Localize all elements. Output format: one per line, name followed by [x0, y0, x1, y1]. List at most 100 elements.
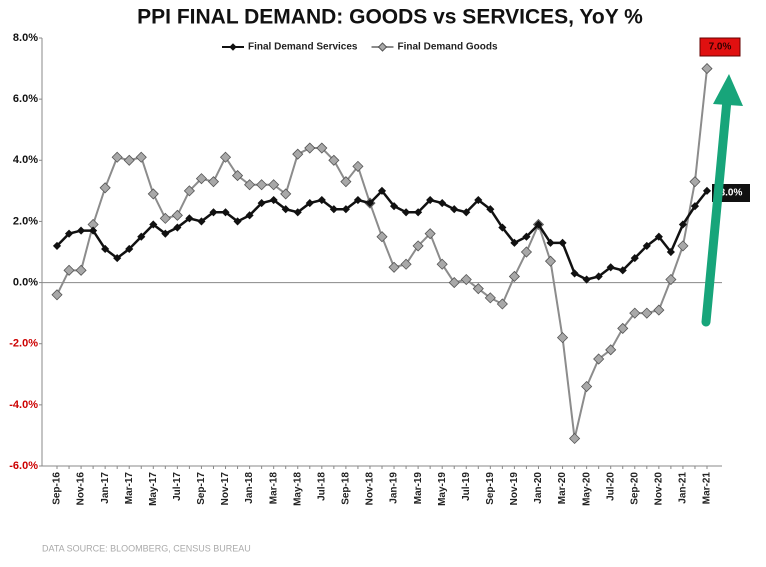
point-marker [570, 269, 579, 278]
point-marker [484, 292, 496, 304]
point-marker [281, 205, 290, 214]
x-tick-label: Mar-19 [413, 472, 424, 505]
x-tick-label: Mar-17 [124, 472, 135, 505]
point-marker [546, 238, 555, 247]
x-tick-label: May-20 [581, 472, 592, 506]
point-marker [75, 264, 87, 276]
point-marker [689, 176, 701, 188]
point-marker [353, 195, 362, 205]
trend-arrow [701, 95, 732, 327]
x-tick-label: Jul-20 [605, 472, 616, 501]
point-marker [414, 208, 423, 217]
point-marker [558, 238, 567, 247]
point-marker [51, 289, 63, 301]
point-marker [460, 273, 472, 286]
point-marker [581, 380, 593, 393]
point-marker [113, 254, 122, 263]
point-marker [448, 277, 460, 289]
series-line [56, 68, 708, 439]
point-marker [352, 160, 364, 172]
point-marker [665, 273, 677, 286]
point-marker [498, 223, 507, 232]
point-marker [389, 202, 399, 211]
point-marker [221, 208, 230, 217]
point-marker [522, 232, 531, 241]
point-marker [701, 63, 713, 75]
x-tick-label: Sep-17 [196, 472, 207, 505]
y-tick-label: 2.0% [13, 215, 38, 227]
x-tick-label: Mar-20 [557, 472, 568, 505]
point-marker [233, 217, 242, 226]
point-marker [606, 263, 615, 272]
point-marker [388, 261, 400, 273]
point-marker [377, 186, 387, 195]
y-tick-label: 6.0% [13, 93, 38, 105]
point-marker [629, 307, 641, 319]
point-marker [400, 258, 412, 270]
point-marker [617, 322, 629, 334]
x-tick-label: May-18 [292, 472, 303, 506]
point-marker [256, 179, 268, 191]
x-tick-label: Nov-17 [220, 472, 231, 506]
point-marker [63, 264, 75, 276]
point-marker [642, 241, 651, 250]
point-marker [544, 255, 557, 267]
point-marker [462, 208, 471, 217]
x-tick-label: Jan-17 [100, 472, 111, 504]
point-marker [365, 199, 375, 208]
point-marker [209, 208, 218, 217]
y-tick-label: -4.0% [9, 399, 38, 411]
point-marker [486, 205, 495, 214]
point-marker [99, 182, 111, 194]
y-tick-label: -2.0% [9, 338, 38, 350]
point-marker [195, 173, 208, 185]
point-marker [472, 283, 484, 295]
point-marker [496, 298, 508, 310]
point-marker [64, 229, 74, 238]
point-marker [450, 205, 459, 214]
point-marker [161, 229, 170, 238]
point-marker [245, 211, 254, 220]
point-marker [702, 186, 712, 195]
point-marker [135, 151, 147, 163]
x-tick-label: Nov-18 [365, 472, 376, 506]
x-tick-label: Jan-18 [244, 472, 255, 504]
point-marker [171, 209, 183, 221]
x-tick-label: Sep-19 [485, 472, 496, 505]
point-marker [556, 332, 569, 344]
point-marker [280, 188, 292, 200]
x-tick-label: Nov-19 [509, 472, 520, 506]
legend-label: Final Demand Services [248, 42, 358, 53]
point-marker [630, 254, 639, 263]
point-marker [268, 179, 280, 191]
x-tick-label: Jul-17 [172, 472, 183, 501]
y-tick-label: 4.0% [13, 154, 38, 166]
x-tick-label: Mar-21 [702, 472, 713, 505]
x-tick-label: Mar-18 [268, 472, 279, 505]
point-marker [329, 205, 338, 214]
point-marker [316, 142, 328, 154]
point-marker [244, 179, 256, 191]
point-marker [520, 246, 533, 258]
legend-marker [377, 42, 388, 52]
point-marker [231, 170, 244, 182]
legend-marker [229, 43, 237, 51]
point-marker [137, 232, 146, 241]
point-marker [654, 232, 663, 241]
point-marker [412, 240, 424, 252]
point-marker [304, 142, 316, 154]
point-marker [402, 208, 411, 217]
x-tick-label: Nov-16 [76, 472, 87, 506]
point-marker [426, 195, 435, 205]
point-marker [173, 223, 182, 232]
point-marker [424, 228, 436, 240]
x-tick-label: Jul-19 [461, 472, 472, 501]
annotation: 3.0% [720, 188, 743, 199]
point-marker [207, 176, 220, 188]
plot-area: -6.0% -4.0% -2.0% 0.0% 2.0% 4.0% 6.0% 8.0% Sep-1… [9, 32, 722, 506]
point-marker [376, 231, 388, 243]
point-marker [52, 241, 62, 250]
x-tick-label: Sep-16 [52, 472, 63, 505]
point-marker [510, 238, 519, 247]
y-tick-label: 0.0% [13, 276, 38, 288]
